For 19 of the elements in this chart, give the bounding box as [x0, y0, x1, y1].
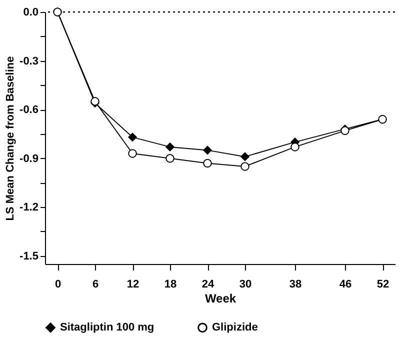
y-axis-title: LS Mean Change from Baseline	[4, 56, 17, 221]
y-tick-label: -0.9	[20, 152, 38, 165]
x-tick-label: 12	[126, 278, 140, 290]
x-tick-label: 6	[92, 278, 99, 290]
x-tick-label: 30	[239, 278, 252, 290]
legend-label: Glipizide	[212, 322, 258, 334]
y-tick-label: -0.6	[20, 104, 38, 116]
y-tick-label: -0.3	[20, 55, 38, 68]
y-tick-label: -1.2	[20, 202, 38, 214]
x-axis-title: Week	[204, 292, 236, 306]
x-tick-label: 38	[289, 278, 302, 290]
x-tick-label: 18	[164, 278, 177, 290]
x-tick-label: 0	[54, 278, 62, 290]
y-tick-label: -1.5	[20, 250, 38, 262]
x-tick-label: 24	[202, 278, 215, 290]
y-tick-label: 0.0	[23, 6, 38, 18]
x-tick-label: 52	[376, 278, 390, 290]
x-tick-label: 46	[339, 278, 352, 290]
legend-label: Sitagliptin 100 mg	[60, 322, 154, 334]
